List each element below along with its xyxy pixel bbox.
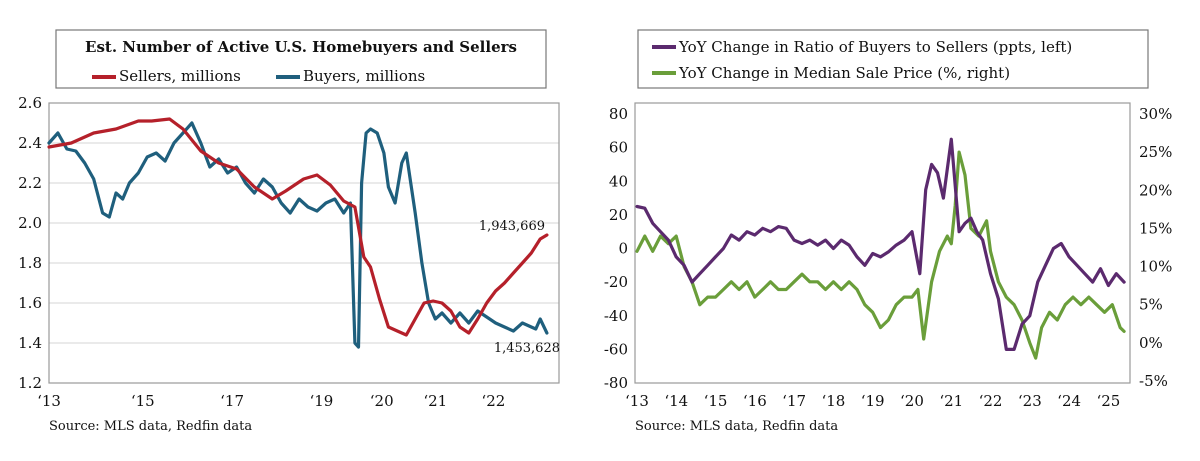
y-tick-label: 2.4 [18,134,42,152]
annotation-sellers-value: 1,943,669 [479,219,545,234]
series-line-sellers [47,117,549,337]
x-tick-label: ‘13 [625,392,649,410]
annotation-buyers-value: 1,453,628 [494,341,560,356]
right-right-y-ticks: 30% 25% 20% 15% 10% 5% 0% -5% [1139,105,1172,390]
y-tick-label-right: 15% [1139,219,1172,237]
y-tick-label-right: 30% [1139,105,1172,123]
y-tick-label-left: -20 [604,273,628,291]
left-chart-title: Est. Number of Active U.S. Homebuyers an… [85,38,517,56]
y-tick-label-left: 80 [609,105,628,123]
right-source-note: Source: MLS data, Redfin data [635,419,838,434]
y-tick-label-left: -80 [604,374,628,392]
y-tick-label: 2.0 [18,214,42,232]
legend-label-sellers: Sellers, millions [119,67,241,85]
x-tick-label: ‘24 [1057,392,1081,410]
series-line-buyers [47,121,549,349]
y-tick-label: 2.2 [18,174,42,192]
right-left-y-ticks: 80 60 40 20 0 -20 -40 -60 -80 [604,105,628,392]
legend-label-price: YoY Change in Median Sale Price (%, righ… [678,64,1010,82]
x-tick-label: ‘20 [370,392,394,410]
left-gridlines [49,142,559,344]
left-y-ticks: 2.6 2.4 2.2 2.0 1.8 1.6 1.4 1.2 [18,94,42,392]
left-chart: 2.6 2.4 2.2 2.0 1.8 1.6 1.4 1.2 ‘13 ‘15 ‘17 ‘19 ‘20… [18,29,560,434]
y-tick-label: 1.4 [18,334,42,352]
y-tick-label: 1.2 [18,374,42,392]
x-tick-label: ‘21 [423,392,447,410]
x-tick-label: ‘19 [861,392,885,410]
x-tick-label: ‘22 [979,392,1003,410]
x-tick-label: ‘25 [1096,392,1120,410]
x-tick-label: ‘18 [821,392,845,410]
y-tick-label: 1.8 [18,254,42,272]
x-tick-label: ‘15 [704,392,728,410]
x-tick-label: ‘17 [220,392,244,410]
y-tick-label-right: 20% [1139,181,1172,199]
legend-label-buyers: Buyers, millions [303,67,425,85]
x-tick-label: ‘16 [743,392,767,410]
x-tick-label: ‘20 [900,392,924,410]
y-tick-label-left: 60 [609,139,628,157]
right-plot-frame [634,102,1131,384]
y-tick-label-right: -5% [1139,372,1168,390]
right-chart: 80 60 40 20 0 -20 -40 -60 -80 30% 25% 20% 15% 10% 5% 0… [604,29,1172,434]
x-tick-label: ‘15 [131,392,155,410]
x-tick-label: ‘14 [664,392,688,410]
x-tick-label: ‘17 [782,392,806,410]
right-series [635,137,1126,360]
y-tick-label-left: 20 [609,206,628,224]
series-line-median-sale-price [635,150,1126,360]
y-tick-label-left: -60 [604,340,628,358]
x-tick-label: ‘19 [309,392,333,410]
left-legend-box [55,29,547,89]
y-tick-label: 1.6 [18,294,42,312]
left-x-ticks: ‘13 ‘15 ‘17 ‘19 ‘20 ‘21 ‘22 [37,392,505,410]
y-tick-label-right: 0% [1139,334,1163,352]
y-tick-label: 2.6 [18,94,42,112]
legend-label-ratio: YoY Change in Ratio of Buyers to Sellers… [678,38,1072,56]
x-tick-label: ‘21 [939,392,963,410]
y-tick-label-left: 0 [618,240,628,258]
y-tick-label-right: 10% [1139,258,1172,276]
right-x-ticks: ‘13 ‘14 ‘15 ‘16 ‘17 ‘18 ‘19 ‘20 ‘21 ‘22 ‘23 ‘24 ‘25 [625,392,1120,410]
right-legend-box [637,29,1149,89]
left-source-note: Source: MLS data, Redfin data [49,419,252,434]
series-line-buyer-seller-ratio [635,137,1126,351]
left-plot-frame [48,102,560,384]
y-tick-label-right: 5% [1139,296,1163,314]
x-tick-label: ‘22 [481,392,505,410]
left-series [47,117,549,349]
y-tick-label-left: 40 [609,172,628,190]
y-tick-label-left: -40 [604,307,628,325]
x-tick-label: ‘13 [37,392,61,410]
y-tick-label-right: 25% [1139,143,1172,161]
x-tick-label: ‘23 [1018,392,1042,410]
